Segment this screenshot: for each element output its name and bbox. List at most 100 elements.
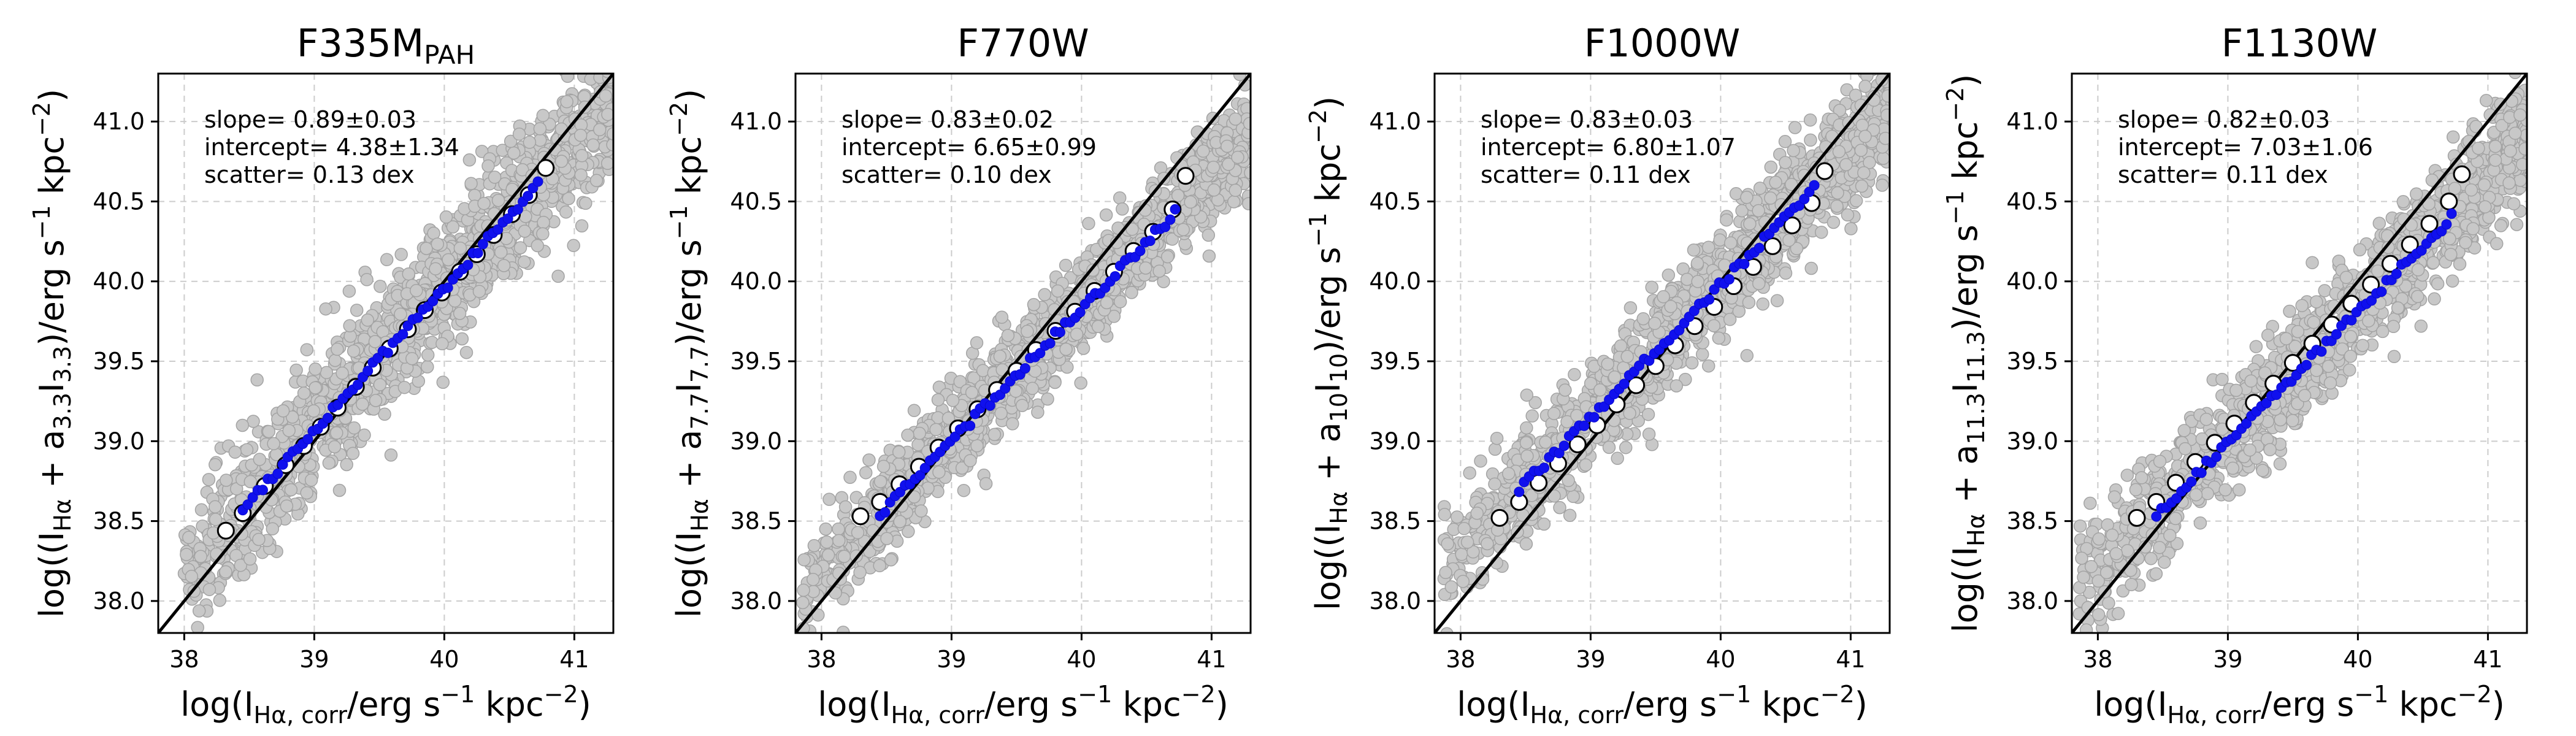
blue-point [477,239,488,250]
cloud-point [1570,408,1584,423]
annotation-scatter: scatter= 0.13 dex [204,161,415,188]
panel-2: 38 39 40 4138.038.539.039.540.040.541.0F770… [665,21,1252,729]
cloud-point [1125,222,1139,236]
cloud-point [1229,183,1243,197]
cloud-point [191,621,204,633]
cloud-point [213,594,227,607]
median-point [1783,217,1801,235]
blue-point [242,499,253,510]
blue-point [493,224,504,235]
cloud-point [369,394,383,407]
cloud-point [893,515,907,529]
cloud-point [957,483,971,497]
cloud-point [1724,236,1738,250]
cloud-point [1031,405,1045,419]
cloud-point [1679,372,1692,386]
cloud-point [347,421,361,435]
blue-point [1589,412,1600,423]
cloud-point [1206,160,1221,174]
chart-title: F770W [957,21,1089,66]
blue-point [1165,214,1176,225]
blue-point [1144,236,1156,247]
cloud-point [1519,537,1533,551]
blue-point [1054,327,1065,338]
cloud-point [1636,312,1650,326]
cloud-point [1466,545,1480,559]
cloud-point [1009,385,1022,398]
cloud-point [1839,158,1853,172]
plot-area [2072,74,2527,633]
y-tick-label: 41.0 [1369,108,1421,135]
cloud-point [1082,217,1095,231]
cloud-point [1457,522,1471,535]
blue-point [322,413,333,424]
cloud-point [518,224,532,238]
cloud-point [512,127,526,141]
cloud-point [1207,183,1221,197]
cloud-point [1790,242,1804,256]
y-tick-label: 38.5 [1369,508,1421,535]
cloud-point [964,454,977,467]
cloud-point [1076,342,1091,355]
cloud-point [252,532,266,546]
cloud-point [477,196,491,210]
cloud-point [901,428,914,442]
cloud-point [436,375,450,389]
plot-area [158,55,613,633]
cloud-point [504,134,518,148]
cloud-point [1691,275,1704,288]
cloud-point [1525,409,1539,423]
cloud-point [380,253,394,267]
cloud-point [1882,46,1895,58]
cloud-point [1113,295,1127,309]
cloud-point [1537,517,1551,531]
x-tick-label: 40 [429,646,459,673]
cloud-point [1488,477,1501,491]
cloud-point [280,499,294,513]
cloud-point [1015,399,1029,412]
cloud-point [1021,324,1034,339]
cloud-point [1520,449,1534,463]
cloud-point [319,302,332,316]
cloud-point [807,539,821,553]
y-tick-label: 40.5 [93,188,145,215]
cloud-point [322,456,336,470]
cloud-point [397,380,412,394]
cloud-point [1680,272,1694,286]
cloud-point [873,475,887,488]
blue-point [412,312,423,323]
cloud-point [537,215,550,229]
cloud-point [1539,435,1552,449]
cloud-point [267,437,280,451]
cloud-point [884,553,898,567]
cloud-point [1481,537,1494,551]
cloud-point [243,552,257,566]
cloud-point [282,424,296,437]
cloud-point [832,522,845,536]
cloud-point [1027,297,1041,312]
blue-point [382,347,393,358]
annotation-slope: slope= 0.83±0.03 [1481,106,1693,133]
cloud-point [600,55,612,67]
cloud-point [994,407,1008,420]
cloud-point [1006,417,1019,431]
cloud-point [1648,316,1662,331]
chart-title: F1000W [1584,21,1741,66]
cloud-point [1160,250,1175,264]
cloud-point [1876,151,1890,165]
cloud-point [405,351,419,366]
cloud-point [1184,195,1197,209]
cloud-point [1221,139,1234,153]
x-axis-label: log(IHα, corr/erg s−1 kpc−2) [1457,681,1868,729]
cloud-point [516,163,529,177]
median-point [217,521,235,540]
cloud-point [1474,454,1487,468]
cloud-point [494,245,508,259]
cloud-point [1827,215,1841,229]
y-tick-label: 41.0 [93,108,145,135]
blue-point [1110,271,1121,282]
x-tick-label: 39 [1576,646,1605,673]
cloud-point [394,307,407,321]
cloud-point [202,583,217,596]
cloud-point [1490,431,1504,445]
